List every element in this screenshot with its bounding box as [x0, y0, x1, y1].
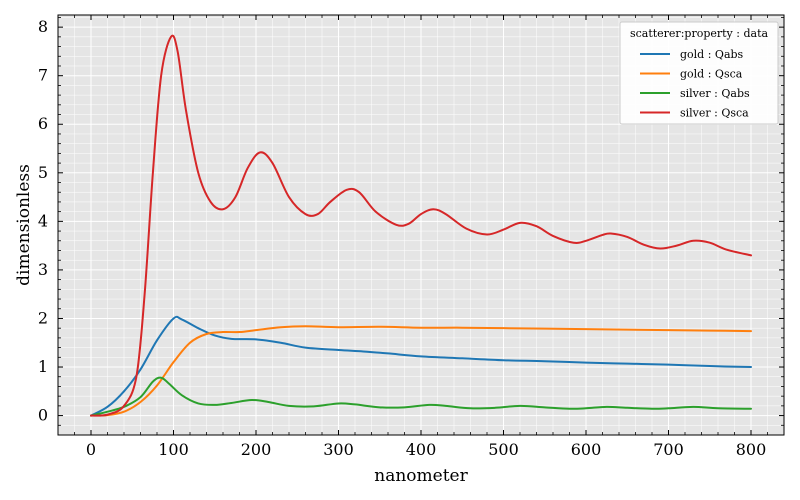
y-tick-labels: 0 1 2 3 4 5 6 7 8 [38, 17, 48, 424]
legend-items: gold : Qabs gold : Qsca silver : Qabs silve… [640, 48, 750, 120]
series-line-gold-qsca [90, 325, 752, 417]
series-line-gold-qabs [90, 315, 752, 417]
legend-label-gold-qabs: gold : Qabs [680, 48, 744, 61]
legend-label-gold-qsca: gold : Qsca [680, 68, 743, 81]
x-tick-label: 300 [323, 440, 354, 459]
axis-ticks [58, 15, 785, 436]
y-tick-label: 2 [38, 308, 48, 327]
x-axis-label: nanometer [374, 466, 468, 486]
y-tick-label: 4 [38, 211, 48, 230]
legend-label-silver-qabs: silver : Qabs [680, 87, 750, 100]
legend: scatterer:property : data gold : Qabsgol… [619, 21, 779, 125]
series-line-silver-qsca [90, 34, 752, 417]
legend-label-silver-qsca: silver : Qsca [680, 107, 749, 120]
y-tick-label: 5 [38, 163, 48, 182]
x-tick-label: 100 [158, 440, 189, 459]
series-lines [90, 34, 752, 417]
x-tick-label: 600 [571, 440, 602, 459]
y-axis-label: dimensionless [14, 164, 34, 286]
x-tick-label: 500 [488, 440, 519, 459]
x-tick-label: 800 [736, 440, 767, 459]
series-line-silver-qabs [90, 376, 752, 417]
x-tick-label: 700 [653, 440, 684, 459]
y-tick-label: 8 [38, 17, 48, 36]
y-tick-label: 3 [38, 260, 48, 279]
legend-title: scatterer:property : data [630, 27, 769, 40]
y-tick-label: 1 [38, 357, 48, 376]
y-tick-label: 0 [38, 406, 48, 425]
x-tick-label: 0 [86, 440, 96, 459]
y-tick-label: 7 [38, 66, 48, 85]
x-tick-label: 200 [241, 440, 272, 459]
y-tick-label: 6 [38, 114, 48, 133]
x-tick-labels: 0 100 200 300 400 500 600 700 800 [86, 440, 766, 459]
x-tick-label: 400 [406, 440, 437, 459]
legend-box [619, 21, 779, 125]
